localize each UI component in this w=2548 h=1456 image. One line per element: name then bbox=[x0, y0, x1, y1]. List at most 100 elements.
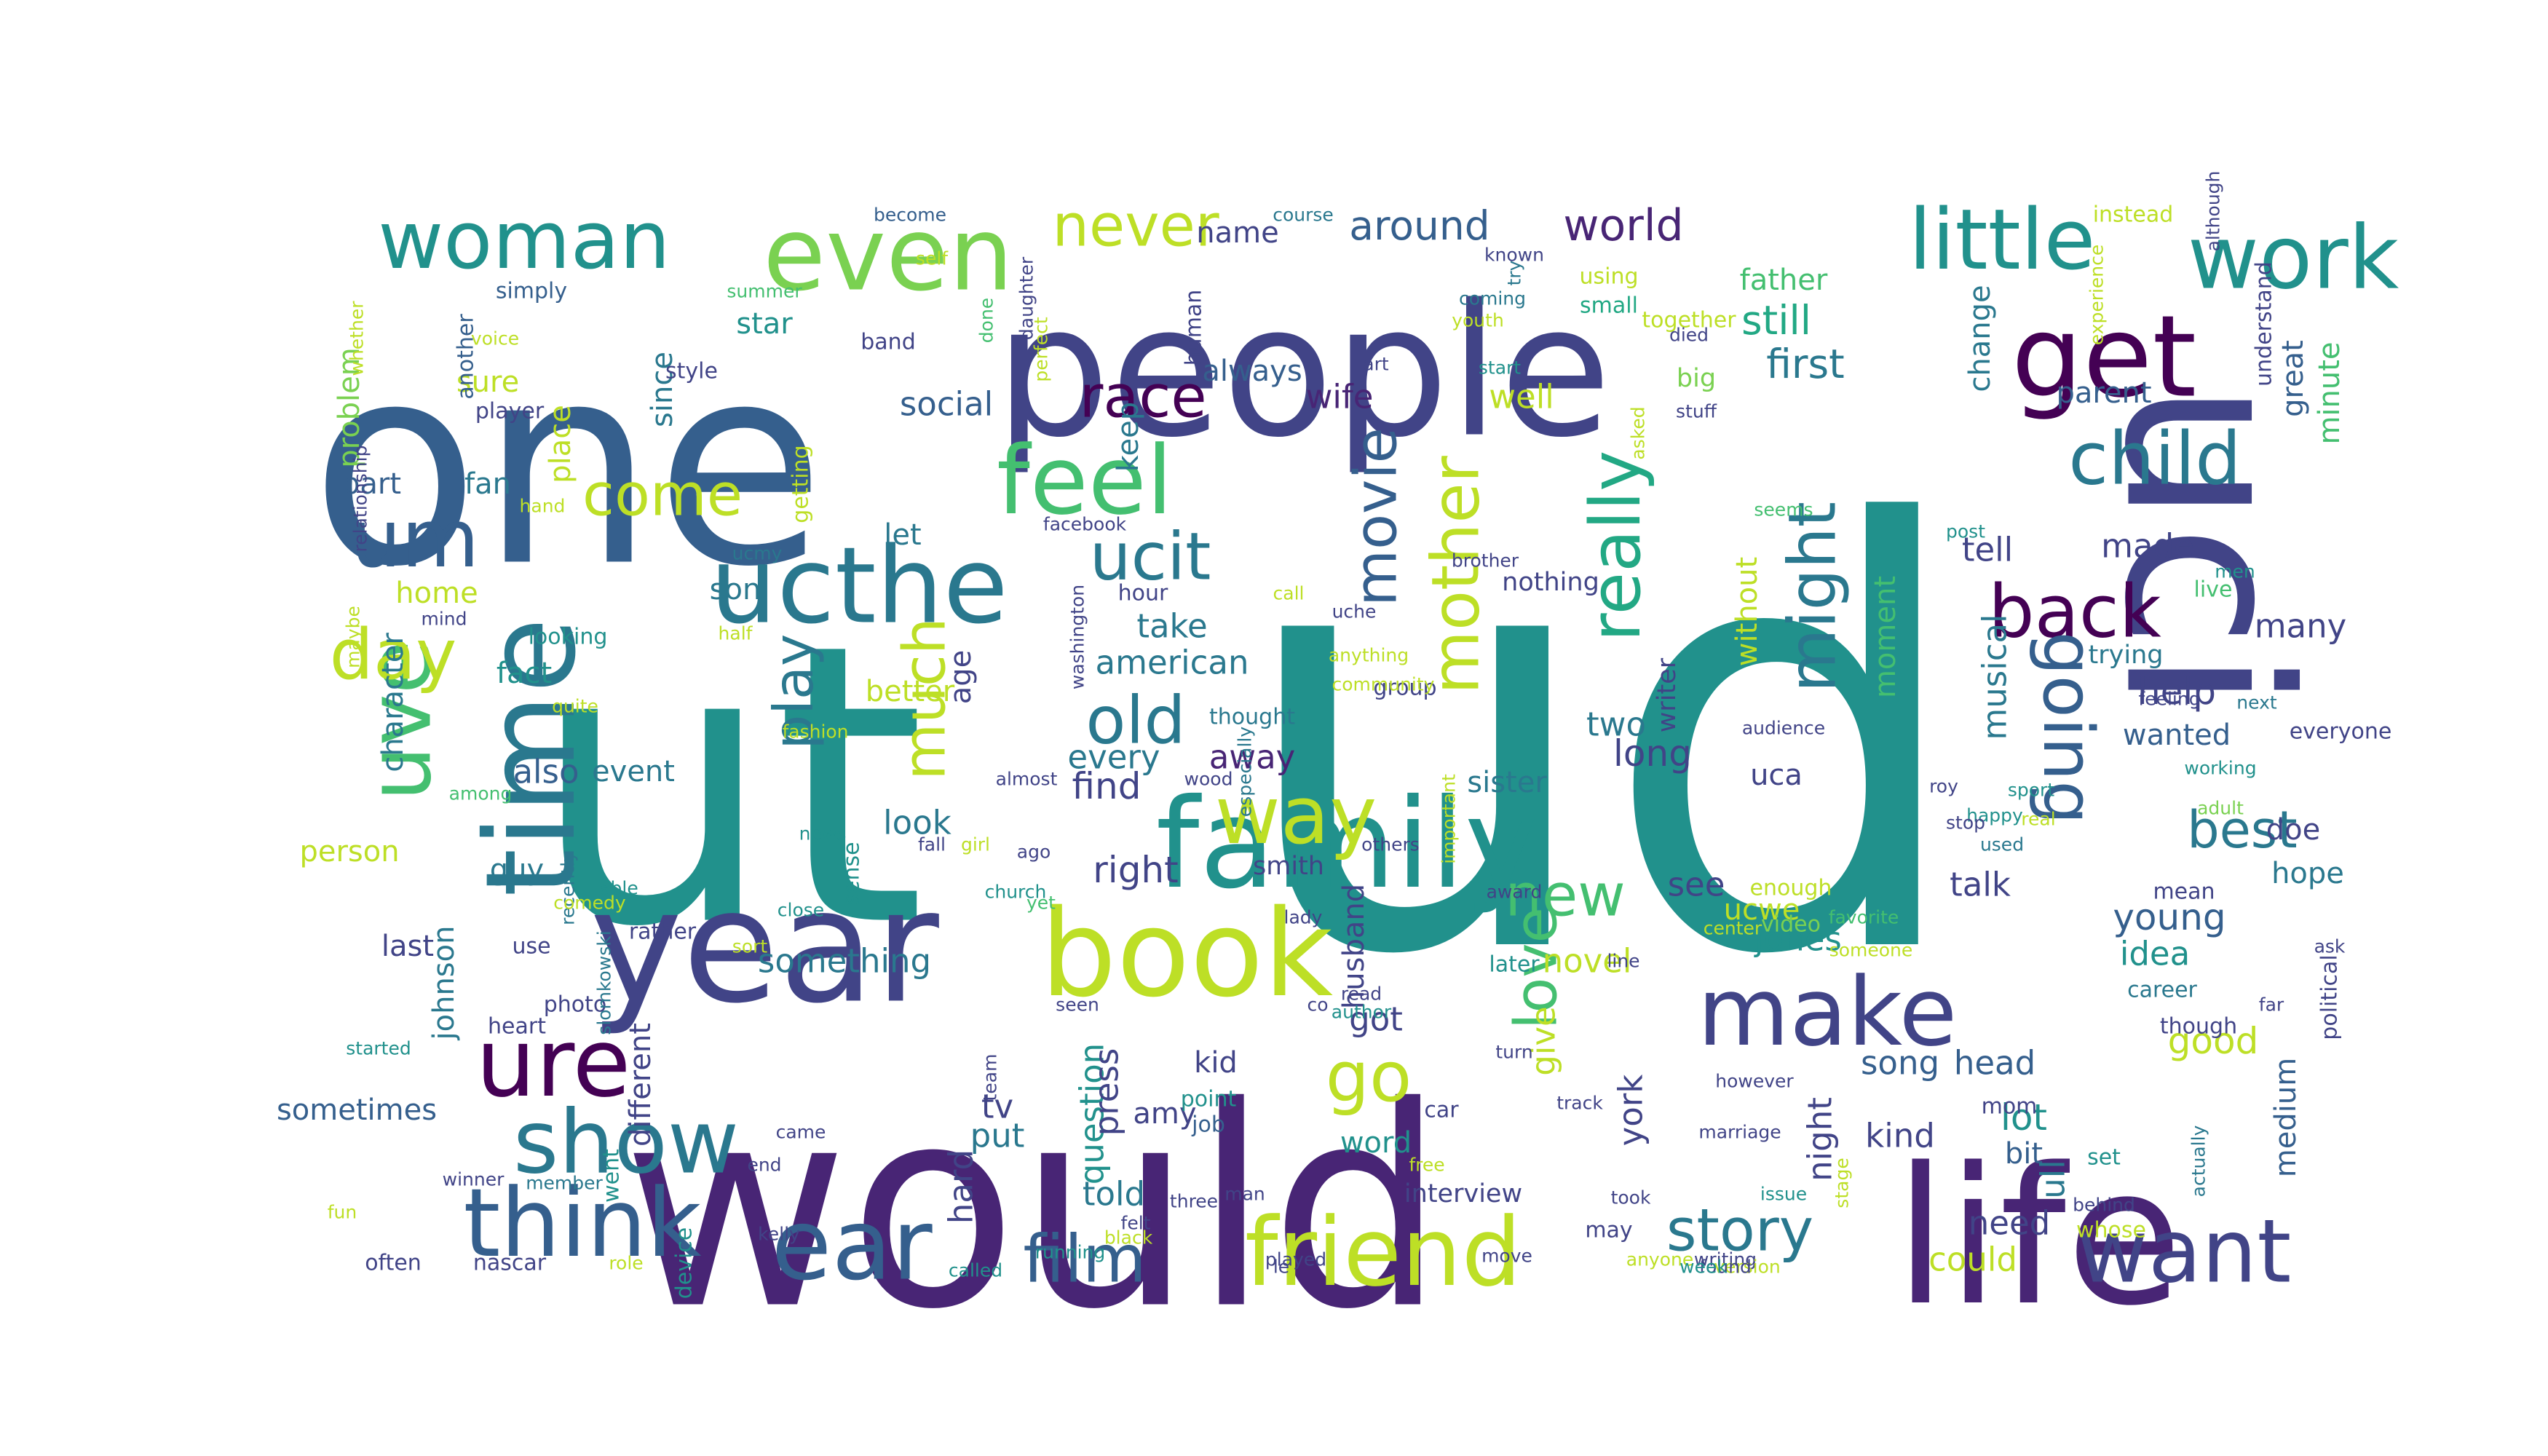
cloud-word: moment bbox=[1869, 576, 1902, 698]
cloud-word: told bbox=[1083, 1175, 1145, 1214]
cloud-word: feel bbox=[997, 425, 1173, 536]
cloud-word: political bbox=[2317, 954, 2343, 1040]
cloud-word: child bbox=[2068, 416, 2241, 502]
cloud-word: anything bbox=[1329, 645, 1409, 666]
cloud-word: man bbox=[1224, 1184, 1265, 1205]
cloud-word: lot bbox=[2001, 1096, 2047, 1139]
cloud-word: felt bbox=[1121, 1213, 1151, 1234]
cloud-word: slomkowski bbox=[594, 930, 615, 1034]
cloud-word: done bbox=[976, 298, 997, 343]
cloud-word: le bbox=[1273, 1257, 1289, 1278]
cloud-word: often bbox=[365, 1251, 422, 1276]
cloud-word: looking bbox=[529, 625, 608, 650]
cloud-word: better bbox=[866, 675, 955, 708]
cloud-word: person bbox=[299, 835, 399, 869]
cloud-word: thought bbox=[1209, 705, 1295, 730]
cloud-word: start bbox=[1479, 357, 1521, 379]
cloud-word: wife bbox=[1306, 378, 1374, 416]
cloud-word: mother bbox=[1418, 456, 1495, 694]
cloud-word: every bbox=[1067, 738, 1160, 777]
cloud-word: uche bbox=[1332, 601, 1377, 622]
cloud-word: put bbox=[970, 1117, 1025, 1155]
cloud-word: job bbox=[1191, 1112, 1225, 1138]
cloud-word: point bbox=[1181, 1087, 1237, 1112]
cloud-word: heart bbox=[488, 1014, 546, 1040]
cloud-word: movie bbox=[1342, 427, 1410, 606]
cloud-word: yet bbox=[1026, 893, 1056, 914]
cloud-word: medium bbox=[2269, 1058, 2303, 1177]
cloud-word: next bbox=[2236, 692, 2277, 713]
cloud-word: always bbox=[1202, 355, 1302, 388]
cloud-word: idea bbox=[2120, 935, 2190, 973]
cloud-word: without bbox=[1730, 557, 1764, 666]
cloud-word: real bbox=[2021, 809, 2055, 830]
cloud-word: someone bbox=[1829, 940, 1913, 961]
cloud-word: keep bbox=[1112, 402, 1145, 472]
cloud-word: long bbox=[1613, 732, 1692, 775]
cloud-word: group bbox=[1373, 676, 1436, 701]
cloud-word: call bbox=[1273, 583, 1305, 604]
cloud-word: stop bbox=[1946, 812, 1985, 834]
cloud-word: see bbox=[1668, 866, 1725, 904]
cloud-word: home bbox=[395, 577, 478, 610]
cloud-word: community bbox=[1332, 674, 1435, 695]
cloud-word: ucthe bbox=[710, 525, 1008, 648]
cloud-word: people bbox=[994, 266, 1611, 478]
cloud-word: also bbox=[513, 753, 579, 791]
cloud-word: half bbox=[719, 623, 753, 644]
cloud-word: question bbox=[1073, 1043, 1112, 1184]
cloud-word: ucwe bbox=[1724, 893, 1800, 927]
cloud-word: ask bbox=[2314, 936, 2346, 957]
cloud-word: week bbox=[1679, 1257, 1728, 1278]
cloud-word: end bbox=[747, 1155, 781, 1176]
cloud-word: tv bbox=[981, 1088, 1013, 1126]
cloud-word: doe bbox=[2266, 813, 2320, 847]
cloud-word: instead bbox=[2093, 202, 2174, 228]
cloud-word: writing bbox=[1694, 1249, 1757, 1270]
cloud-word: woman bbox=[378, 194, 670, 287]
cloud-word: become bbox=[874, 205, 946, 226]
cloud-word: change bbox=[1963, 285, 1997, 392]
cloud-word: ear bbox=[771, 1188, 933, 1302]
cloud-word: well bbox=[1489, 378, 1554, 416]
cloud-word: um bbox=[351, 492, 480, 585]
cloud-word: together bbox=[1642, 308, 1736, 333]
cloud-word: name bbox=[1196, 216, 1278, 250]
cloud-word: use bbox=[512, 934, 550, 960]
cloud-word: tell bbox=[1962, 531, 2013, 569]
cloud-word: member bbox=[526, 1173, 603, 1194]
cloud-word: minute bbox=[2313, 341, 2346, 444]
cloud-word: free bbox=[1409, 1155, 1444, 1176]
cloud-word: word bbox=[1340, 1126, 1412, 1160]
cloud-word: anyone bbox=[1626, 1249, 1693, 1270]
cloud-word: favorite bbox=[1829, 907, 1899, 928]
cloud-word: great bbox=[2276, 340, 2310, 417]
cloud-word: although bbox=[2203, 171, 2224, 252]
cloud-word: set bbox=[2087, 1145, 2121, 1171]
cloud-word: youth bbox=[1452, 310, 1504, 331]
cloud-word: since bbox=[646, 352, 679, 427]
cloud-word: line bbox=[1607, 951, 1639, 972]
cloud-word: give bbox=[1524, 1006, 1563, 1075]
cloud-word: one bbox=[310, 305, 825, 628]
cloud-word: book bbox=[1040, 884, 1334, 1024]
cloud-word: part bbox=[341, 467, 401, 501]
cloud-word: facebook bbox=[1043, 514, 1127, 535]
cloud-word: american bbox=[1096, 644, 1249, 682]
cloud-word: stage bbox=[1832, 1158, 1853, 1208]
cloud-word: something bbox=[758, 942, 931, 981]
cloud-word: nascar bbox=[473, 1251, 547, 1276]
cloud-word: parent bbox=[2056, 376, 2151, 410]
cloud-word: hand bbox=[520, 496, 566, 517]
cloud-word: come bbox=[582, 462, 743, 529]
cloud-word: different bbox=[624, 1023, 657, 1147]
cloud-word: version bbox=[1714, 1257, 1781, 1278]
cloud-word: rather bbox=[629, 919, 697, 945]
cloud-word: might bbox=[1775, 502, 1851, 692]
cloud-word: right bbox=[1093, 849, 1178, 891]
cloud-word: seen bbox=[1056, 994, 1099, 1016]
cloud-word: little bbox=[1909, 191, 2096, 289]
cloud-word: stuff bbox=[1676, 401, 1717, 422]
cloud-word: talk bbox=[1950, 866, 2011, 904]
cloud-word: event bbox=[592, 755, 675, 788]
